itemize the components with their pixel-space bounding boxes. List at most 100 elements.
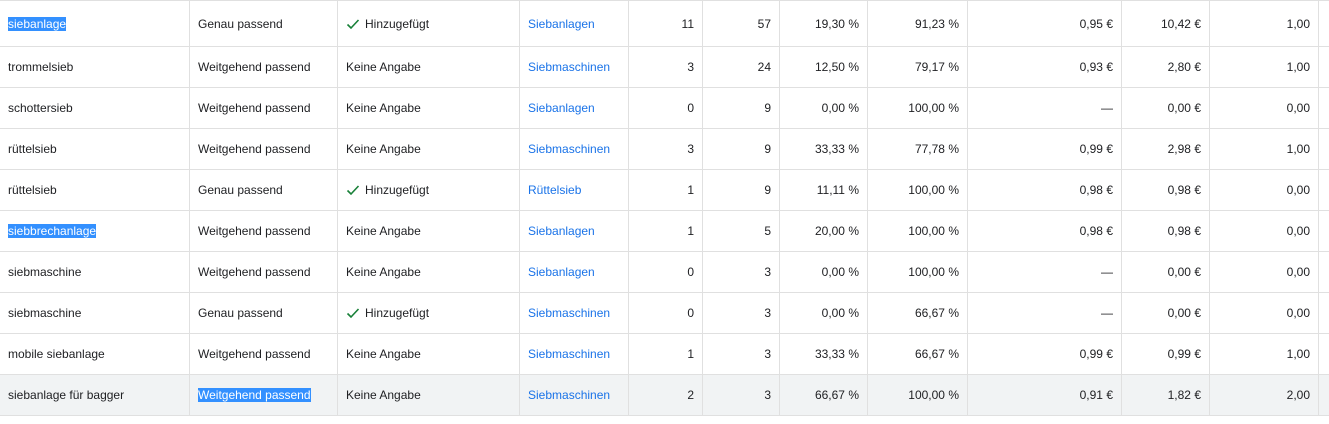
- cost-cell: 0,00 €: [1122, 88, 1210, 128]
- search-term[interactable]: mobile siebanlage: [8, 347, 105, 361]
- ad-group-cell[interactable]: Siebanlagen: [520, 1, 629, 46]
- table-row[interactable]: rüttelsieb Genau passend Hinzugefügt Rüttel…: [0, 170, 1329, 211]
- impression-share-cell: 77,78 %: [868, 129, 968, 169]
- ad-group-cell[interactable]: Siebmaschinen: [520, 334, 629, 374]
- table-row[interactable]: schottersieb Weitgehend passend Keine Anga…: [0, 88, 1329, 129]
- impression-share-cell: 100,00 %: [868, 170, 968, 210]
- match-type: Weitgehend passend: [198, 142, 311, 156]
- cost-value: 0,98 €: [1167, 183, 1201, 197]
- impression-share-value: 100,00 %: [908, 224, 959, 238]
- table-row[interactable]: siebanlage Genau passend Hinzugefügt Sieban…: [0, 0, 1329, 47]
- search-term-cell[interactable]: mobile siebanlage: [0, 334, 190, 374]
- cost-value: 0,00 €: [1167, 265, 1201, 279]
- conversions-cell: 0,00: [1210, 211, 1319, 251]
- clicks-cell: 1: [629, 170, 703, 210]
- search-term-cell[interactable]: siebanlage: [0, 1, 190, 46]
- search-term-cell[interactable]: trommelsieb: [0, 47, 190, 87]
- ad-group-link[interactable]: Siebanlagen: [528, 101, 595, 115]
- clicks-cell: 2: [629, 375, 703, 415]
- added-status-cell: Keine Angabe: [338, 88, 520, 128]
- clicks-cell: 3: [629, 47, 703, 87]
- search-term-cell[interactable]: siebanlage für bagger: [0, 375, 190, 415]
- impressions-cell: 9: [703, 88, 780, 128]
- search-term[interactable]: siebmaschine: [8, 265, 82, 279]
- added-status: Keine Angabe: [346, 347, 421, 361]
- row-end-spacer: [1319, 334, 1329, 374]
- ad-group-link[interactable]: Siebmaschinen: [528, 306, 611, 320]
- ctr-cell: 66,67 %: [780, 375, 868, 415]
- table-row[interactable]: siebmaschine Genau passend Hinzugefügt Sieb…: [0, 293, 1329, 334]
- ad-group-link[interactable]: Siebmaschinen: [528, 60, 611, 74]
- row-end-spacer: [1319, 252, 1329, 292]
- search-term[interactable]: siebanlage für bagger: [8, 388, 125, 402]
- match-type-cell: Weitgehend passend: [190, 211, 338, 251]
- impression-share-value: 100,00 %: [908, 388, 959, 402]
- ad-group-link[interactable]: Siebmaschinen: [528, 142, 611, 156]
- ad-group-link[interactable]: Siebmaschinen: [528, 347, 611, 361]
- match-type: Genau passend: [198, 183, 283, 197]
- search-term[interactable]: rüttelsieb: [8, 183, 57, 197]
- row-end-spacer: [1319, 1, 1329, 46]
- search-term[interactable]: siebbrechanlage: [8, 224, 97, 238]
- ctr-value: 66,67 %: [814, 388, 859, 402]
- table-row[interactable]: trommelsieb Weitgehend passend Keine Angab…: [0, 47, 1329, 88]
- added-status-cell: Keine Angabe: [338, 211, 520, 251]
- ad-group-cell[interactable]: Siebmaschinen: [520, 47, 629, 87]
- table-row[interactable]: siebmaschine Weitgehend passend Keine Anga…: [0, 252, 1329, 293]
- search-term-cell[interactable]: rüttelsieb: [0, 170, 190, 210]
- ad-group-cell[interactable]: Siebmaschinen: [520, 293, 629, 333]
- match-type: Genau passend: [198, 16, 283, 31]
- table-row[interactable]: siebanlage für bagger Weitgehend passend K…: [0, 375, 1329, 416]
- search-term[interactable]: siebmaschine: [8, 306, 82, 320]
- impressions-cell: 9: [703, 129, 780, 169]
- avg-cpc-cell: 0,91 €: [968, 375, 1122, 415]
- conversions-value: 0,00: [1286, 224, 1310, 238]
- conversions-cell: 1,00: [1210, 129, 1319, 169]
- search-term[interactable]: rüttelsieb: [8, 142, 57, 156]
- clicks-cell: 0: [629, 293, 703, 333]
- ad-group-cell[interactable]: Siebanlagen: [520, 211, 629, 251]
- conversions-cell: 2,00: [1210, 375, 1319, 415]
- search-term-cell[interactable]: schottersieb: [0, 88, 190, 128]
- conversions-cell: 0,00: [1210, 170, 1319, 210]
- ad-group-link[interactable]: Siebmaschinen: [528, 388, 611, 402]
- ad-group-cell[interactable]: Rüttelsieb: [520, 170, 629, 210]
- added-status: Keine Angabe: [346, 224, 421, 238]
- cost-cell: 0,00 €: [1122, 293, 1210, 333]
- table-row[interactable]: siebbrechanlage Weitgehend passend Keine A…: [0, 211, 1329, 252]
- match-type: Weitgehend passend: [198, 388, 311, 402]
- ctr-cell: 12,50 %: [780, 47, 868, 87]
- ad-group-link[interactable]: Siebanlagen: [528, 16, 595, 31]
- ad-group-cell[interactable]: Siebmaschinen: [520, 129, 629, 169]
- ad-group-cell[interactable]: Siebanlagen: [520, 88, 629, 128]
- search-term[interactable]: siebanlage: [8, 16, 67, 31]
- search-term-cell[interactable]: siebbrechanlage: [0, 211, 190, 251]
- search-term[interactable]: schottersieb: [8, 101, 73, 115]
- search-term-cell[interactable]: siebmaschine: [0, 252, 190, 292]
- table-row[interactable]: rüttelsieb Weitgehend passend Keine Angabe…: [0, 129, 1329, 170]
- table-row[interactable]: mobile siebanlage Weitgehend passend Keine…: [0, 334, 1329, 375]
- clicks-cell: 0: [629, 88, 703, 128]
- ad-group-cell[interactable]: Siebmaschinen: [520, 375, 629, 415]
- search-term-cell[interactable]: siebmaschine: [0, 293, 190, 333]
- impressions-cell: 3: [703, 293, 780, 333]
- match-type: Weitgehend passend: [198, 60, 311, 74]
- avg-cpc-cell: —: [968, 252, 1122, 292]
- ad-group-link[interactable]: Siebanlagen: [528, 265, 595, 279]
- search-term-cell[interactable]: rüttelsieb: [0, 129, 190, 169]
- impression-share-cell: 100,00 %: [868, 375, 968, 415]
- added-status-cell: Keine Angabe: [338, 129, 520, 169]
- conversions-value: 1,00: [1286, 60, 1310, 74]
- cost-value: 0,98 €: [1167, 224, 1201, 238]
- avg-cpc-value: 0,98 €: [1079, 224, 1113, 238]
- search-term[interactable]: trommelsieb: [8, 60, 74, 74]
- ad-group-cell[interactable]: Siebanlagen: [520, 252, 629, 292]
- ad-group-link[interactable]: Siebanlagen: [528, 224, 595, 238]
- conversions-value: 1,00: [1286, 347, 1310, 361]
- avg-cpc-value: 0,99 €: [1079, 347, 1113, 361]
- ctr-cell: 0,00 %: [780, 252, 868, 292]
- impressions-value: 24: [757, 60, 771, 74]
- ad-group-link[interactable]: Rüttelsieb: [528, 183, 582, 197]
- match-type-cell: Weitgehend passend: [190, 88, 338, 128]
- avg-cpc-cell: 0,99 €: [968, 129, 1122, 169]
